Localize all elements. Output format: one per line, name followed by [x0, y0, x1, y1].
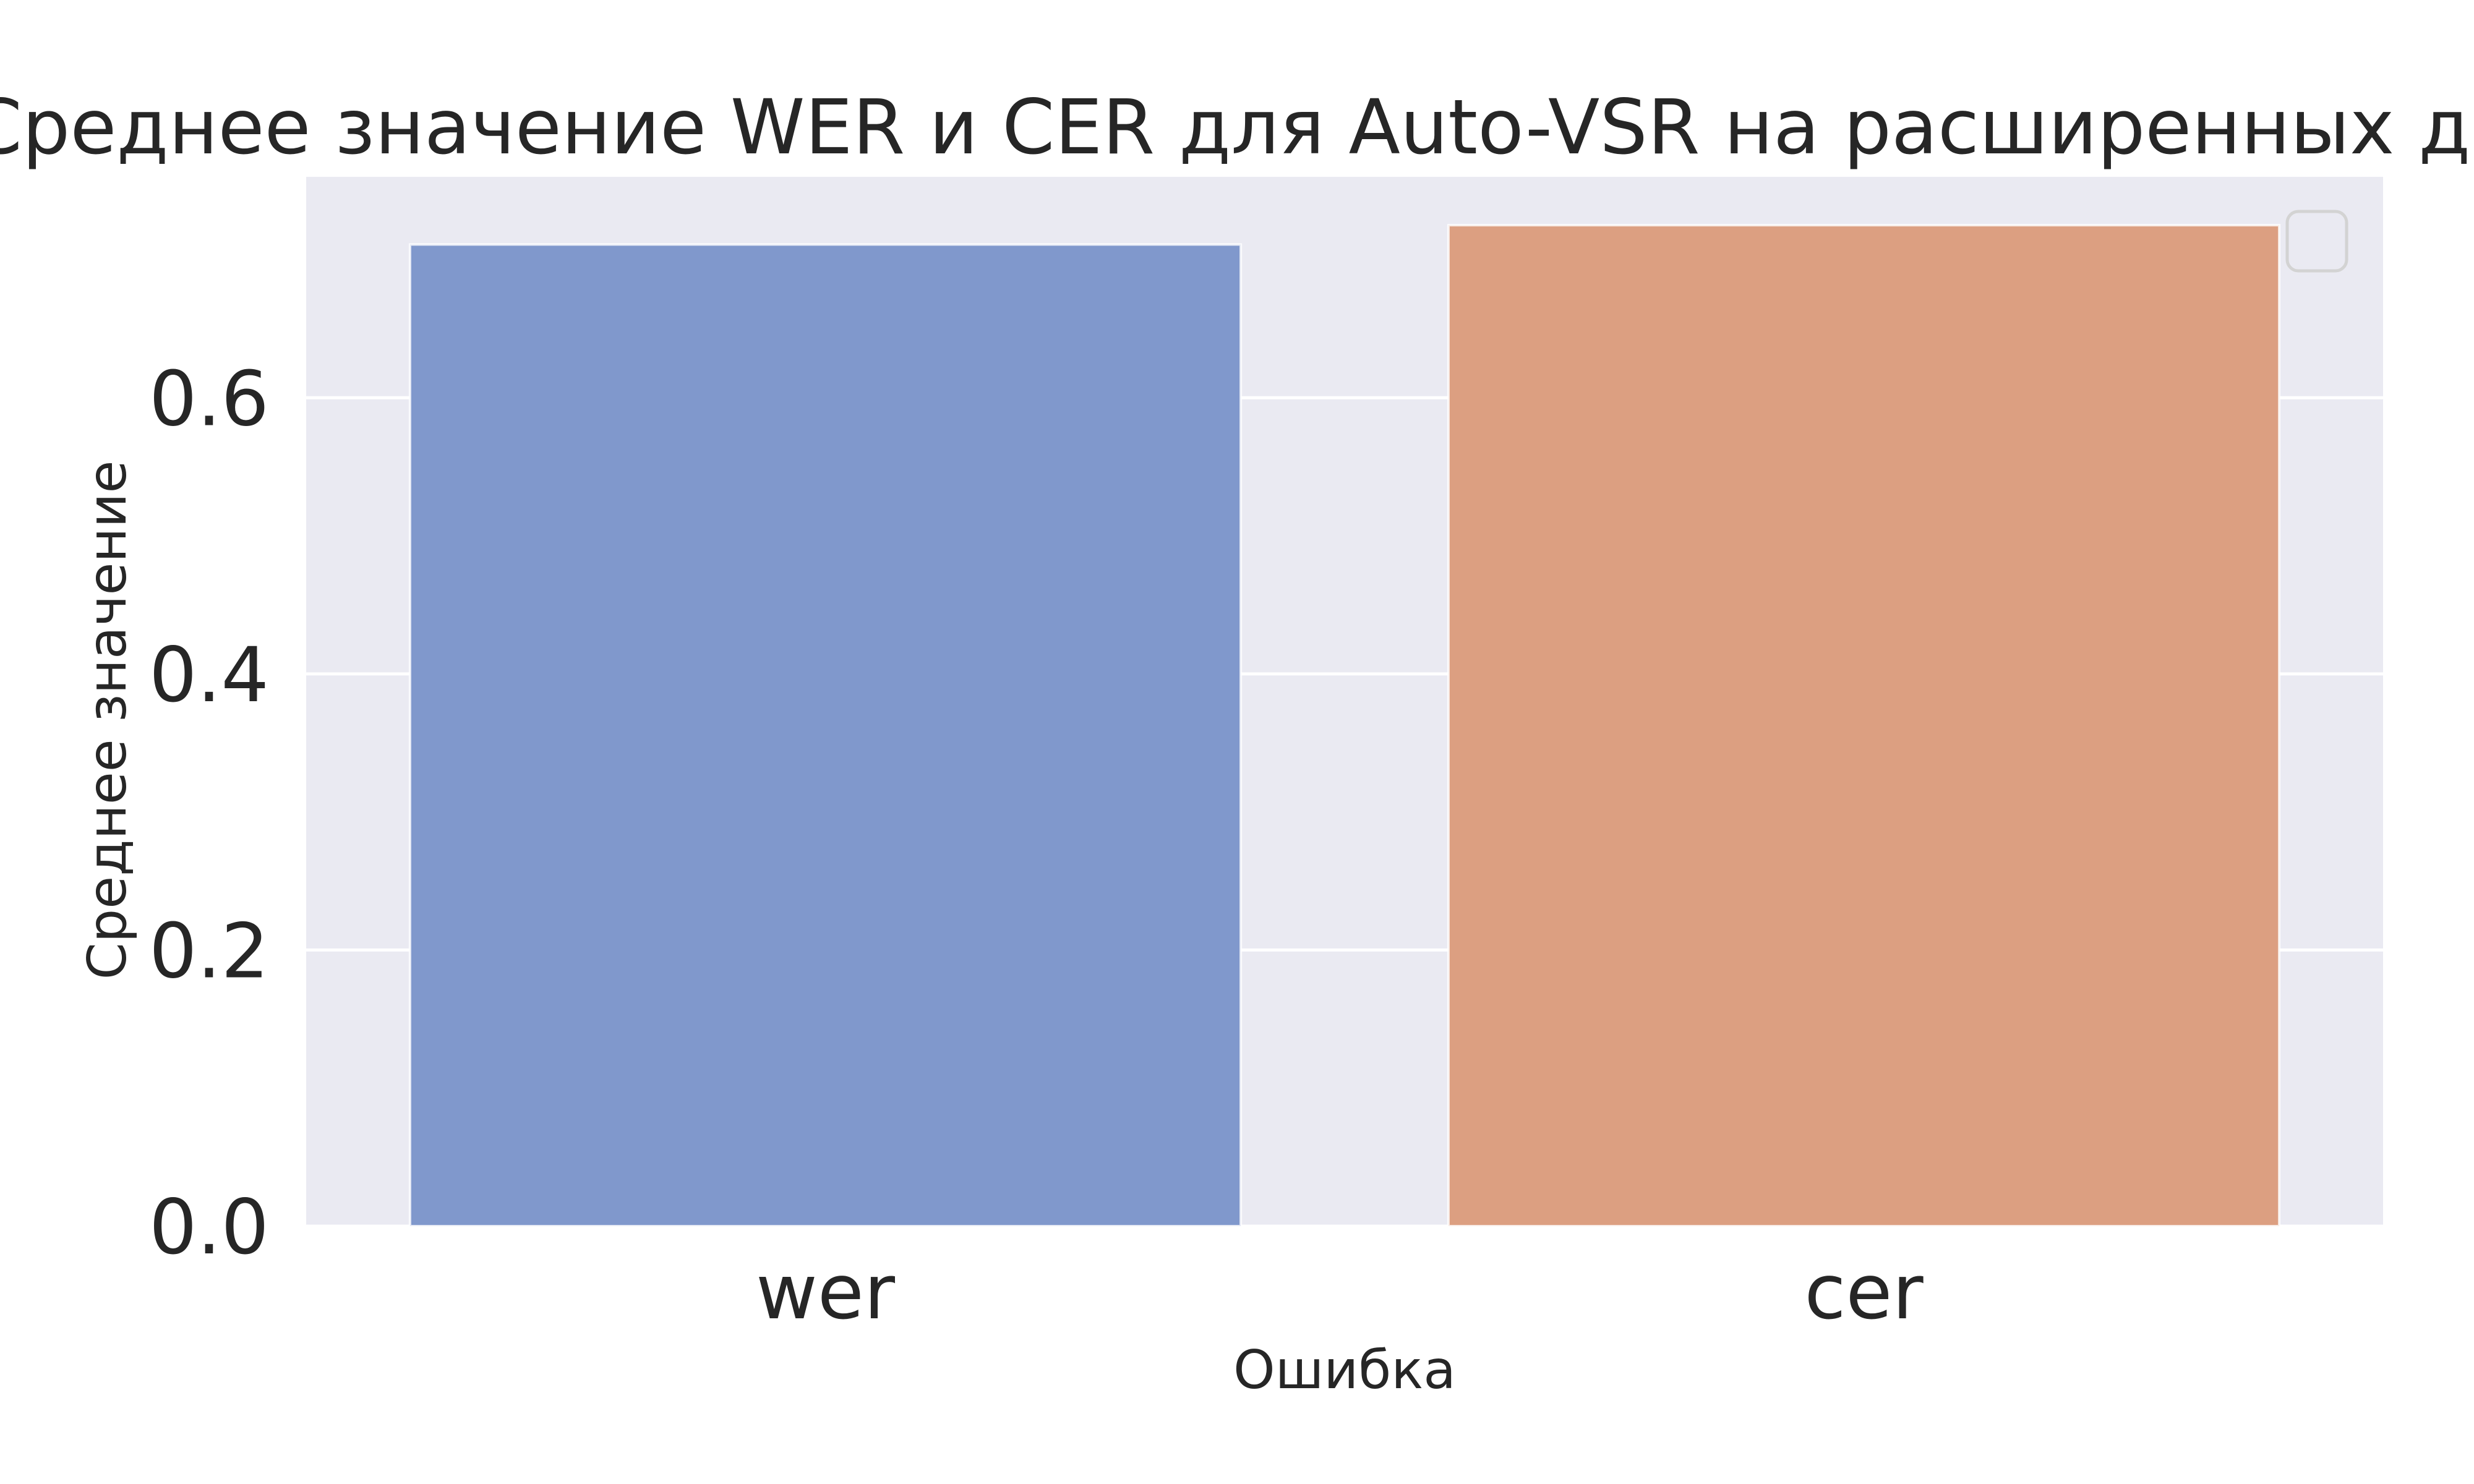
bars: [408, 224, 2281, 1227]
bar-cer: [1447, 224, 2281, 1227]
y-tick-label: 0.0: [149, 1183, 269, 1271]
y-tick-label: 0.6: [149, 355, 269, 443]
x-tick-label: cer: [1804, 1248, 1924, 1336]
legend-box: [2285, 210, 2348, 273]
bar-wer: [408, 243, 1243, 1227]
chart-title: Среднее значение WER и CER для Auto-VSR …: [0, 83, 2474, 171]
x-axis-label: Ошибка: [1233, 1339, 1456, 1401]
x-tick-labels: wer cer: [756, 1248, 1924, 1336]
y-tick-label: 0.2: [149, 907, 269, 995]
y-tick-label: 0.4: [149, 631, 269, 719]
y-tick-labels: 0.0 0.2 0.4 0.6: [149, 355, 269, 1271]
y-axis-label: Среднее значение: [77, 461, 139, 980]
x-tick-label: wer: [756, 1248, 896, 1336]
